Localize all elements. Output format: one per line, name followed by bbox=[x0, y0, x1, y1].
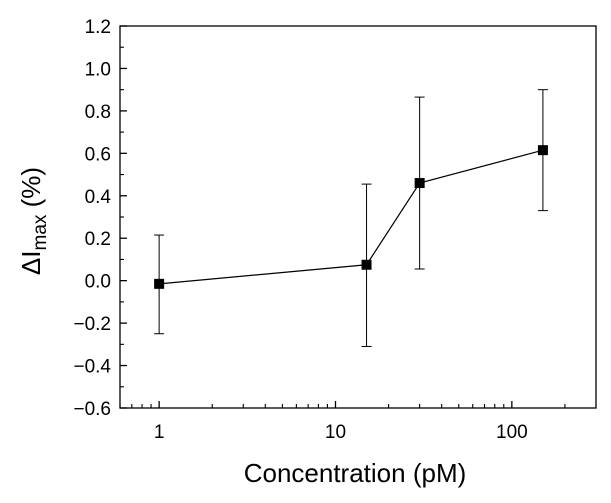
y-axis-title-subscript: max bbox=[30, 214, 51, 250]
x-axis-title: Concentration (pM) bbox=[244, 458, 467, 488]
data-point bbox=[361, 259, 372, 270]
y-tick-label: 1.2 bbox=[85, 17, 111, 38]
data-point bbox=[537, 145, 548, 156]
series-line bbox=[159, 149, 544, 285]
plot-border bbox=[119, 25, 597, 409]
plot-frame bbox=[119, 25, 597, 409]
y-tick-label: 0.0 bbox=[85, 272, 111, 293]
x-tick-label: 100 bbox=[496, 422, 528, 443]
y-tick-label: 0.6 bbox=[85, 144, 111, 165]
x-axis: 1 10 100 bbox=[119, 401, 566, 443]
y-tick-label: 0.8 bbox=[85, 102, 111, 123]
y-tick-label: 1.0 bbox=[85, 59, 111, 80]
data-point bbox=[414, 178, 425, 189]
y-tick-label: 0.4 bbox=[85, 187, 112, 208]
y-tick-label: 0.2 bbox=[85, 229, 111, 250]
y-axis-title-main: ΔI bbox=[16, 250, 46, 275]
y-axis-title: ΔImax (%) bbox=[16, 167, 51, 275]
y-tick-label: −0.2 bbox=[73, 314, 111, 335]
y-axis: −0.6 −0.4 −0.2 0.0 0.2 0.4 0.6 0.8 1.0 1.2 bbox=[73, 17, 127, 420]
y-axis-title-unit: (%) bbox=[16, 167, 46, 215]
y-tick-label: −0.6 bbox=[73, 399, 111, 420]
x-tick-label: 1 bbox=[154, 422, 165, 443]
y-tick-label: −0.4 bbox=[73, 357, 111, 378]
series-layer bbox=[154, 89, 548, 347]
data-point bbox=[154, 278, 165, 289]
x-tick-label: 10 bbox=[325, 422, 346, 443]
